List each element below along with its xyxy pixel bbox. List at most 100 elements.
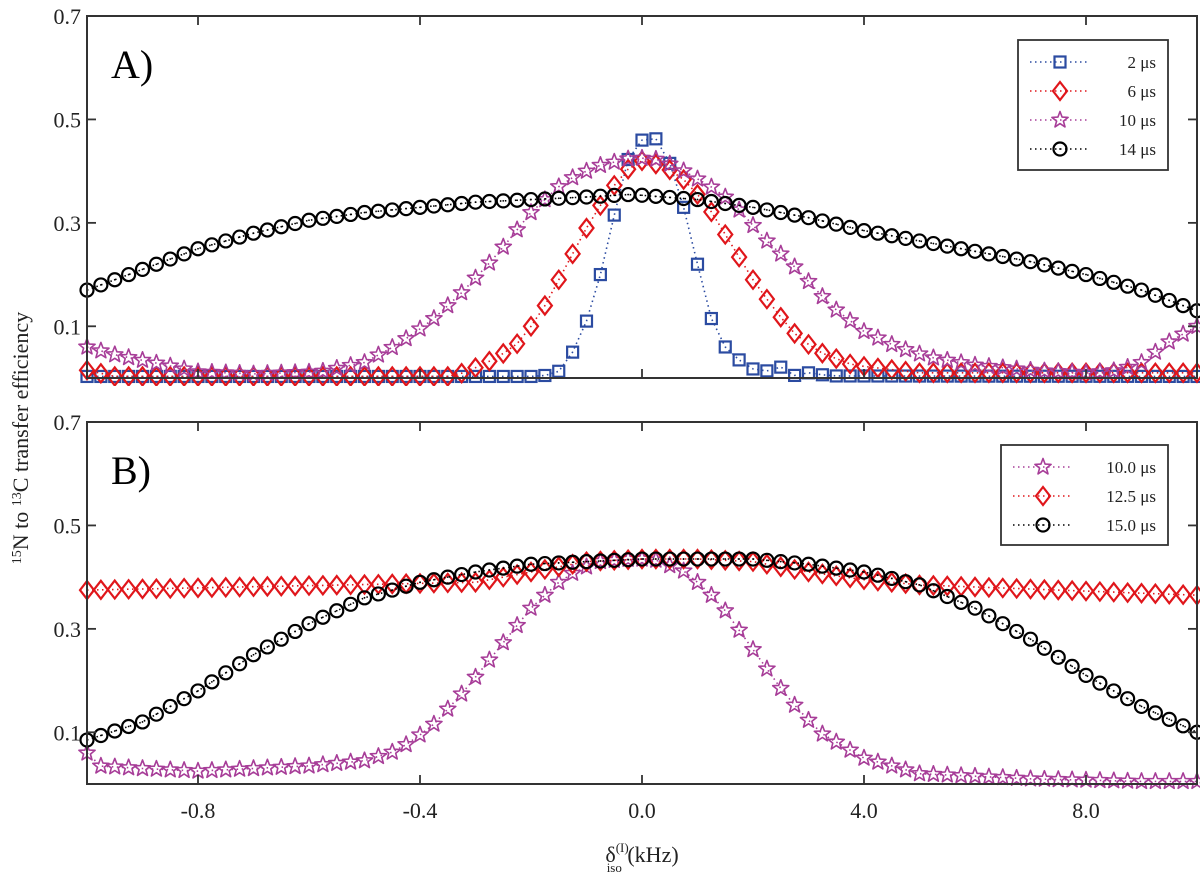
data-point [995,616,1011,632]
data-point [1092,675,1108,691]
data-point-center [904,237,907,240]
data-point [563,168,582,186]
data-point [466,667,485,685]
data-point [508,220,527,238]
data-point [1050,260,1066,276]
data-point [426,572,442,588]
y-tick-label: 0.5 [54,513,82,538]
data-point-center [321,217,324,220]
data-point [1160,583,1178,606]
data-point [939,588,955,605]
data-point-center [543,562,546,565]
data-point [1092,270,1108,287]
data-point [549,177,568,195]
data-point [799,272,818,290]
data-point [425,365,443,386]
data-point [204,237,220,253]
data-point [300,574,318,597]
data-point [509,558,525,574]
data-point-center [169,705,172,708]
data-point [341,356,360,374]
data-point [1009,251,1025,267]
data-point-center [1182,304,1185,307]
data-point [967,600,983,616]
data-point [827,300,846,318]
data-point-center [1015,630,1018,633]
data-point-center [1001,622,1004,625]
data-point [1104,361,1123,379]
data-point [813,287,832,305]
data-point [397,735,416,753]
data-point-center [419,206,421,209]
data-point-center [641,194,643,197]
data-point [411,572,429,595]
data-point-center [474,571,477,573]
data-point [1091,362,1109,384]
data-point [856,223,872,239]
data-point [1007,359,1026,377]
data-point-center [738,204,741,207]
data-point [885,369,899,383]
data-point [119,758,138,776]
data-point [1106,683,1122,699]
data-point-center [391,209,394,211]
data-point-center [960,247,963,250]
legend-label: 15.0 μs [1106,516,1156,535]
data-point [1050,649,1066,665]
data-point [897,360,915,383]
data-point [259,639,275,655]
x-tick-label: -0.8 [181,798,216,823]
data-point [203,576,221,599]
data-point [161,577,179,600]
data-point-center [904,580,907,583]
data-point [980,576,998,599]
data-point-center [1085,273,1087,276]
data-point-center [446,576,449,579]
data-point [981,246,997,262]
data-point [1091,580,1109,603]
data-point [301,616,317,632]
x-tick-label: 0.0 [628,798,656,823]
data-point [1035,362,1053,384]
data-point [910,344,929,362]
data-point [259,222,275,238]
data-point-center [252,653,255,656]
data-point [842,219,858,235]
panel-label: A) [111,42,153,87]
data-point-center [1071,270,1074,273]
data-point [868,752,887,770]
data-point [841,740,860,758]
data-point [438,699,457,717]
legend-marker [1051,110,1069,128]
data-point [133,350,152,368]
data-point [593,267,607,282]
y-tick-label: 0.1 [54,720,82,745]
data-point [315,609,331,625]
data-point-center [377,593,380,595]
data-point [730,246,748,268]
data-point [232,656,248,672]
data-point [175,577,193,599]
data-point [107,272,123,288]
legend-label: 14 μs [1119,140,1156,159]
data-point [924,574,942,597]
data-point-center [183,697,186,700]
data-point [313,361,332,379]
data-point-center [821,565,824,568]
data-point [121,718,137,735]
data-point [480,253,499,271]
data-point [938,350,957,368]
data-point [702,177,721,195]
data-point-center [765,559,768,562]
data-point [162,251,178,267]
data-point [343,596,359,612]
data-point [287,623,303,640]
data-point [828,560,844,576]
data-point [1161,711,1177,727]
data-point-center [613,194,616,197]
legend-frame [1000,444,1169,546]
data-point-center [918,240,921,242]
panel-label: B) [111,448,151,493]
data-point-center [238,236,241,238]
data-point [232,229,248,245]
